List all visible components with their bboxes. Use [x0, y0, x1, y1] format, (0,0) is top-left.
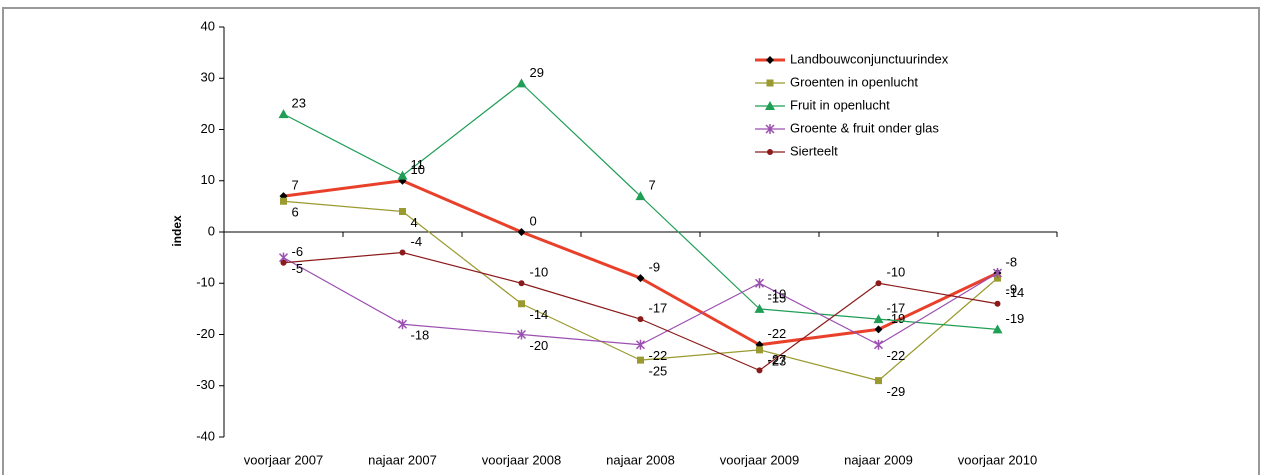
y-tick-label: 40	[201, 18, 215, 33]
data-label: 23	[292, 96, 306, 111]
y-tick-label: 20	[201, 121, 215, 136]
data-label: -29	[887, 384, 906, 399]
x-tick-label: najaar 2009	[844, 452, 913, 467]
data-point	[756, 346, 763, 354]
data-label: -8	[1006, 254, 1018, 269]
data-point	[637, 356, 644, 364]
data-point	[518, 300, 525, 308]
x-tick-label: najaar 2008	[606, 452, 675, 467]
data-point	[399, 249, 406, 256]
data-point	[637, 316, 644, 323]
data-label: -20	[530, 338, 549, 353]
data-point	[992, 324, 1003, 334]
data-label: -17	[887, 301, 906, 316]
data-label: -4	[411, 234, 423, 249]
data-point	[399, 208, 406, 215]
data-point	[873, 314, 884, 324]
data-point	[280, 197, 287, 205]
data-label: -25	[649, 364, 668, 379]
data-label: -19	[1006, 311, 1025, 326]
data-point	[874, 325, 883, 334]
data-label: -6	[292, 244, 304, 259]
data-point	[754, 278, 765, 289]
data-label: 29	[530, 65, 544, 80]
data-point	[873, 339, 884, 350]
data-label: 0	[530, 213, 537, 228]
data-label: -9	[649, 260, 661, 275]
data-label: -17	[649, 301, 668, 316]
data-label: -10	[768, 287, 787, 302]
legend-marker	[766, 56, 774, 64]
data-label: -22	[649, 348, 668, 363]
legend-label: Landbouwconjunctuurindex	[790, 51, 949, 66]
data-label: -18	[411, 328, 430, 343]
data-point	[516, 329, 527, 340]
legend-marker	[765, 124, 775, 134]
data-point	[754, 303, 765, 313]
y-tick-label: 0	[208, 223, 215, 238]
legend-marker	[767, 149, 773, 155]
data-label: -10	[530, 265, 549, 280]
data-label: 11	[411, 157, 425, 172]
data-label: -10	[887, 265, 906, 280]
data-point	[875, 280, 882, 287]
data-point	[516, 78, 527, 88]
y-tick-label: -20	[196, 326, 215, 341]
data-label: -22	[768, 326, 787, 341]
data-point	[875, 377, 882, 385]
data-label: -23	[768, 353, 787, 368]
data-point	[397, 319, 408, 330]
legend-marker	[765, 101, 775, 110]
legend-label: Fruit in openlucht	[790, 97, 890, 112]
data-point	[756, 367, 763, 374]
data-point	[635, 339, 646, 350]
y-tick-label: -10	[196, 275, 215, 290]
data-point	[278, 109, 289, 119]
chart-frame	[2, 7, 1260, 475]
data-label: 6	[292, 205, 299, 220]
data-label: -27	[768, 352, 787, 367]
data-point	[636, 274, 645, 283]
y-tick-label: 10	[201, 172, 215, 187]
data-point	[994, 274, 1001, 282]
data-label: -14	[530, 307, 549, 322]
legend-label: Groenten in openlucht	[790, 74, 918, 89]
data-label: -9	[1006, 282, 1018, 297]
y-tick-label: 30	[201, 70, 215, 85]
data-label: -14	[1006, 285, 1025, 300]
x-tick-label: najaar 2007	[368, 452, 437, 467]
legend-label: Groente & fruit onder glas	[790, 120, 939, 135]
x-tick-label: voorjaar 2010	[958, 452, 1038, 467]
data-point	[992, 268, 1003, 278]
data-point	[635, 191, 646, 201]
data-label: 4	[411, 215, 418, 230]
x-tick-label: voorjaar 2008	[482, 452, 562, 467]
data-point	[517, 228, 526, 236]
data-point	[518, 280, 525, 287]
data-point	[280, 259, 287, 266]
legend-marker	[766, 79, 774, 87]
data-label: -19	[887, 311, 906, 326]
data-label: 7	[292, 178, 299, 193]
y-axis-label: index	[170, 215, 184, 247]
y-tick-label: -40	[196, 428, 215, 443]
data-label: -22	[887, 348, 906, 363]
x-tick-label: voorjaar 2009	[720, 452, 800, 467]
y-tick-label: -30	[196, 377, 215, 392]
data-point	[397, 170, 408, 180]
data-point	[994, 300, 1001, 307]
x-tick-label: voorjaar 2007	[244, 452, 324, 467]
data-label: 7	[649, 178, 656, 193]
data-label: -5	[292, 261, 304, 276]
legend-label: Sierteelt	[790, 143, 838, 158]
